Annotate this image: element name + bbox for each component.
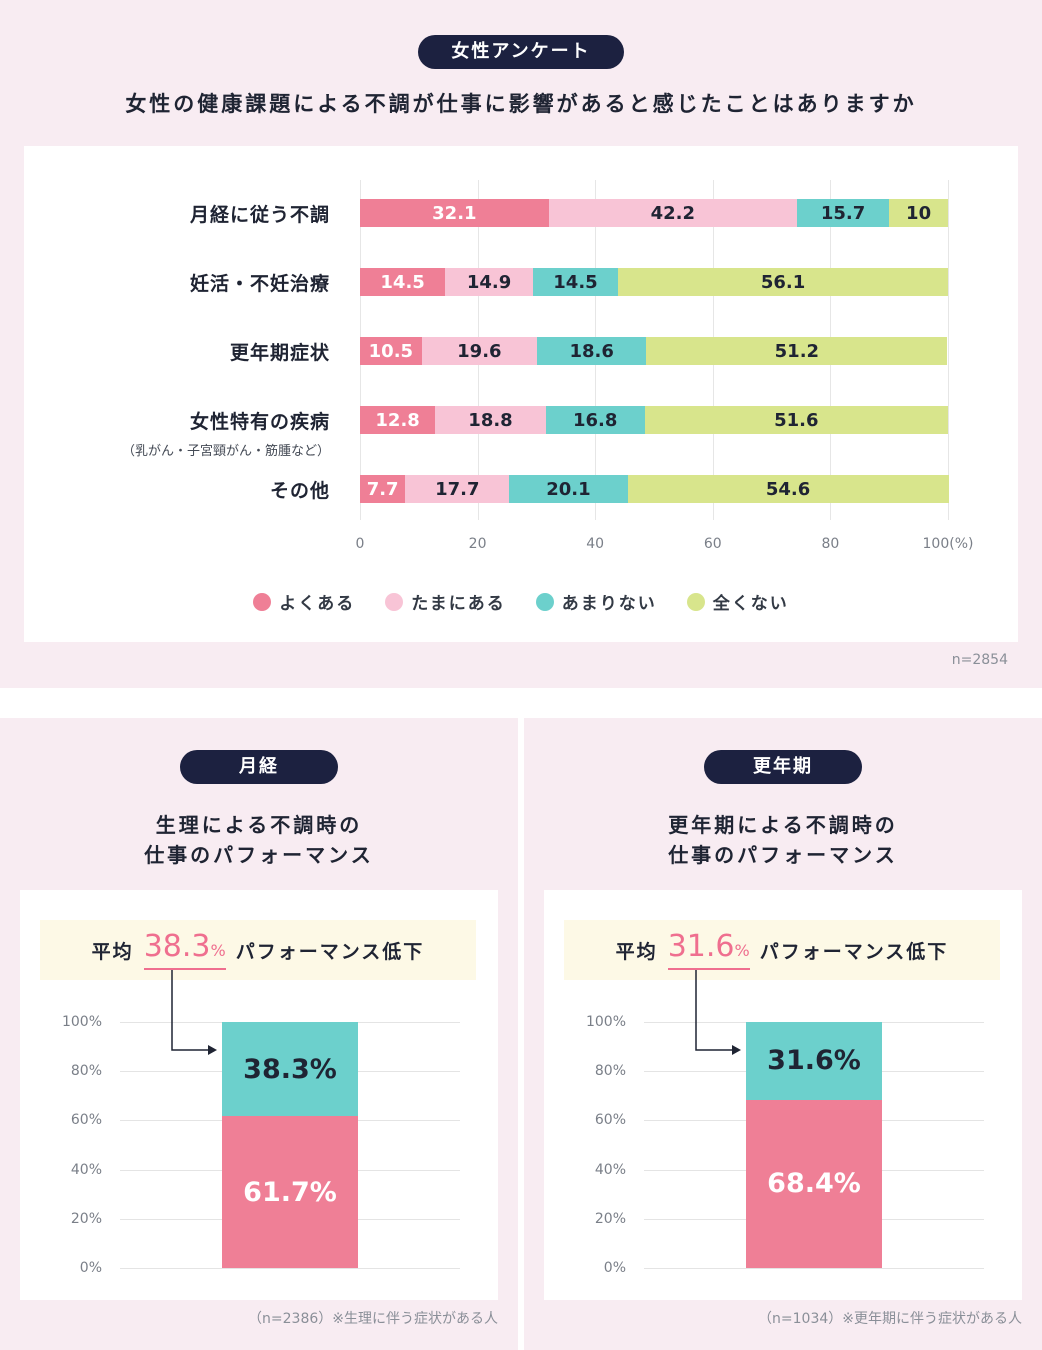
y-tick-label: 100% xyxy=(585,1014,626,1030)
bar-segment: 32.1 xyxy=(360,199,549,227)
legend-label: よくある xyxy=(279,594,356,614)
average-unit: % xyxy=(210,941,226,960)
y-tick-label: 0% xyxy=(603,1260,626,1276)
legend-swatch xyxy=(535,592,554,611)
bar-segment: 12.8 xyxy=(360,406,436,434)
y-tick-label: 20% xyxy=(70,1210,102,1227)
menstruation-title-line2: 仕事のパフォーマンス xyxy=(144,843,374,867)
menopause-sample-note: （n=1034）※更年期に伴う症状がある人 xyxy=(758,1311,1022,1327)
stacked-bar-segment: 38.3% xyxy=(222,1022,358,1117)
bar-segment: 7.7 xyxy=(360,475,406,503)
legend-swatch xyxy=(686,592,705,611)
survey-title: 女性の健康課題による不調が仕事に影響があると感じたことはありますか xyxy=(125,92,917,116)
legend-label: あまりない xyxy=(561,594,657,614)
menopause-title: 更年期による不調時の 仕事のパフォーマンス xyxy=(524,810,1042,870)
bar-segment: 14.9 xyxy=(445,268,533,296)
y-tick-label: 80% xyxy=(594,1063,626,1080)
stacked-bar-segment: 31.6% xyxy=(746,1022,882,1100)
y-tick-label: 60% xyxy=(70,1112,102,1129)
average-value: 31.6% xyxy=(667,929,750,970)
bar-segment: 19.6 xyxy=(421,337,537,365)
average-callout: 平均 38.3% パフォーマンス低下 xyxy=(40,920,476,980)
survey-panel: 女性アンケート 女性の健康課題による不調が仕事に影響があると感じたことはあります… xyxy=(0,0,1042,688)
bar-segment: 17.7 xyxy=(405,475,510,503)
legend-label: たまにある xyxy=(411,594,506,614)
x-tick-label: 20 xyxy=(468,536,487,552)
bar-segment: 51.6 xyxy=(644,406,948,434)
hbar-chart-card xyxy=(24,146,1018,642)
y-tick-label: 60% xyxy=(594,1112,626,1129)
y-tick-label: 40% xyxy=(70,1161,102,1178)
category-label: 妊活・不妊治療 xyxy=(189,273,330,295)
menopause-title-line2: 仕事のパフォーマンス xyxy=(668,843,898,867)
bar-segment: 10 xyxy=(889,199,948,227)
average-number: 31.6 xyxy=(667,929,735,964)
menopause-badge: 更年期 xyxy=(704,750,862,784)
y-tick-label: 80% xyxy=(70,1063,102,1080)
legend-item: あまりない xyxy=(535,589,657,614)
menopause-panel: 更年期 更年期による不調時の 仕事のパフォーマンス 平均 31.6% パフォーマ… xyxy=(524,718,1042,1350)
callout-arrow xyxy=(695,970,741,1055)
legend-item: 全くない xyxy=(686,589,789,614)
stacked-bar-segment: 61.7% xyxy=(222,1116,358,1268)
average-prefix: 平均 xyxy=(615,940,658,963)
y-tick-label: 40% xyxy=(594,1161,626,1178)
bar-segment: 14.5 xyxy=(532,268,619,296)
y-tick-label: 20% xyxy=(594,1210,626,1227)
callout-arrow xyxy=(171,970,217,1055)
category-label: 月経に従う不調 xyxy=(189,204,330,226)
legend-swatch xyxy=(385,592,404,611)
bar-segment: 10.5 xyxy=(360,337,422,365)
x-tick-label: 60 xyxy=(703,536,722,552)
y-gridline xyxy=(644,1268,984,1269)
menopause-title-line1: 更年期による不調時の xyxy=(668,813,898,837)
survey-badge: 女性アンケート xyxy=(418,35,624,69)
bar-segment: 56.1 xyxy=(618,268,948,296)
x-tick-label: 40 xyxy=(586,536,605,552)
average-unit: % xyxy=(734,941,750,960)
category-note: （乳がん・子宮頸がん・筋腫など） xyxy=(121,444,330,459)
average-prefix: 平均 xyxy=(91,940,134,963)
average-callout: 平均 31.6% パフォーマンス低下 xyxy=(564,920,1000,980)
category-label: 女性特有の疾病 xyxy=(189,411,330,433)
menstruation-chart-card: 平均 38.3% パフォーマンス低下 0% 20% 40% 60% 80% 100% 61.… xyxy=(20,890,498,1300)
legend-item: たまにある xyxy=(385,589,506,614)
bar-segment: 16.8 xyxy=(545,406,645,434)
bar-segment: 54.6 xyxy=(627,475,949,503)
menstruation-title: 生理による不調時の 仕事のパフォーマンス xyxy=(0,810,518,870)
menstruation-title-line1: 生理による不調時の xyxy=(155,813,363,837)
average-number: 38.3 xyxy=(143,929,211,964)
average-suffix: パフォーマンス低下 xyxy=(235,940,425,963)
x-tick-label: 0 xyxy=(355,536,365,552)
category-label: その他 xyxy=(269,480,330,502)
sample-size-note: n=2854 xyxy=(951,652,1008,668)
y-tick-label: 100% xyxy=(61,1014,102,1030)
menstruation-sample-note: （n=2386）※生理に伴う症状がある人 xyxy=(248,1311,498,1327)
average-value: 38.3% xyxy=(143,929,226,970)
legend-swatch xyxy=(253,592,272,611)
bar-segment: 18.8 xyxy=(435,406,546,434)
chart-legend: よくある たまにある あまりない 全くない xyxy=(0,589,1042,614)
menopause-chart-card: 平均 31.6% パフォーマンス低下 0% 20% 40% 60% 80% 100% 68.… xyxy=(544,890,1022,1300)
bar-segment: 14.5 xyxy=(360,268,446,296)
y-tick-label: 0% xyxy=(79,1260,102,1276)
bar-segment: 18.6 xyxy=(536,337,647,365)
stacked-bar-segment: 68.4% xyxy=(746,1099,882,1268)
bar-segment: 51.2 xyxy=(646,337,948,365)
legend-label: 全くない xyxy=(712,594,789,614)
bar-segment: 42.2 xyxy=(548,199,797,227)
category-label: 更年期症状 xyxy=(229,342,330,364)
bar-segment: 20.1 xyxy=(509,475,628,503)
x-tick-label: 100(%) xyxy=(922,536,974,552)
bar-segment: 15.7 xyxy=(796,199,890,227)
legend-item: よくある xyxy=(253,589,355,614)
x-tick-label: 80 xyxy=(821,536,840,552)
average-suffix: パフォーマンス低下 xyxy=(759,940,949,963)
menstruation-panel: 月経 生理による不調時の 仕事のパフォーマンス 平均 38.3% パフォーマンス… xyxy=(0,718,518,1350)
y-gridline xyxy=(120,1268,460,1269)
x-gridline xyxy=(948,180,949,520)
menstruation-badge: 月経 xyxy=(180,750,338,784)
